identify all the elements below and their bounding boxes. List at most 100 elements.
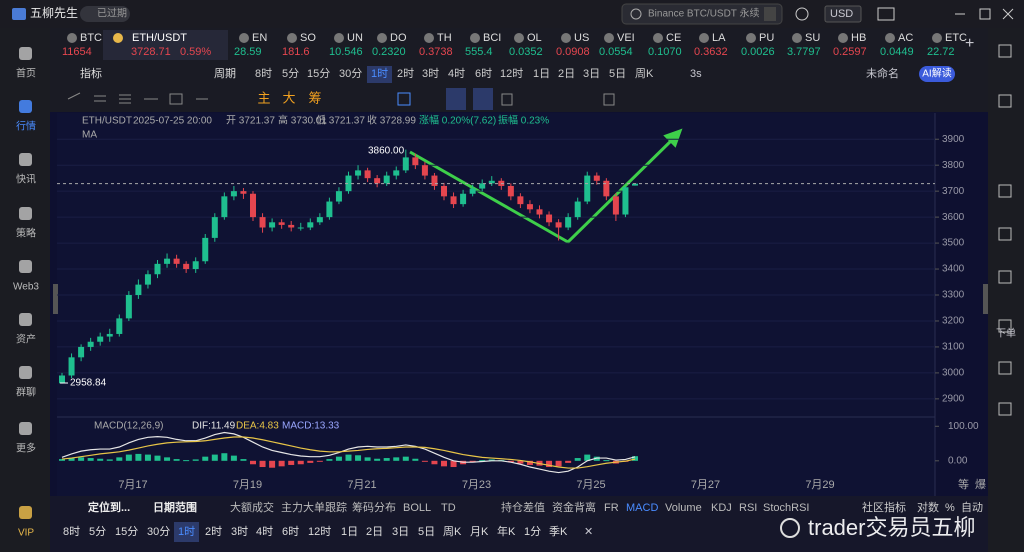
period-option[interactable]: 1时 bbox=[178, 525, 195, 538]
period-option[interactable]: 6时 bbox=[282, 525, 299, 538]
ticker-symbol[interactable]: DO bbox=[390, 32, 407, 44]
interval-option[interactable]: 周K bbox=[635, 67, 654, 80]
locate-button[interactable]: 定位到... bbox=[88, 500, 130, 514]
ticker-symbol[interactable]: EN bbox=[252, 32, 267, 44]
interval-option[interactable]: 2日 bbox=[558, 68, 575, 80]
ticker-symbol[interactable]: AC bbox=[898, 32, 913, 44]
draw-tool[interactable]: 筹 bbox=[308, 90, 321, 105]
indicator-option[interactable]: TD bbox=[441, 502, 456, 514]
ticker-price[interactable]: 0.2597 bbox=[833, 46, 867, 58]
ticker-price[interactable]: 10.546 bbox=[329, 46, 363, 58]
sidebar-item[interactable]: Web3 bbox=[13, 282, 39, 293]
sidebar-item[interactable]: 首页 bbox=[16, 67, 36, 80]
ticker-price[interactable]: 0.3738 bbox=[419, 46, 453, 58]
currency-select[interactable] bbox=[824, 5, 862, 23]
period-option[interactable]: 5分 bbox=[89, 525, 106, 538]
refresh-rate[interactable]: 3s bbox=[690, 68, 702, 80]
indicator-option[interactable]: KDJ bbox=[711, 502, 732, 514]
ticker-symbol[interactable]: LA bbox=[712, 32, 726, 44]
period-option[interactable]: 年K bbox=[497, 524, 516, 538]
ticker-price[interactable]: 555.4 bbox=[465, 46, 493, 58]
sidebar-item[interactable]: 行情 bbox=[16, 120, 36, 133]
interval-option[interactable]: 4时 bbox=[448, 67, 465, 80]
indicator-option[interactable]: Volume bbox=[665, 502, 702, 514]
sidebar-item[interactable]: 更多 bbox=[16, 442, 36, 455]
interval-option[interactable]: 12时 bbox=[500, 67, 523, 80]
interval-option[interactable]: 2时 bbox=[397, 67, 414, 80]
search-clear[interactable] bbox=[764, 7, 776, 21]
ticker-price[interactable]: 181.6 bbox=[282, 46, 310, 58]
search-box[interactable] bbox=[621, 3, 783, 25]
ticker-symbol[interactable]: SU bbox=[805, 32, 820, 44]
indicator-option[interactable]: BOLL bbox=[403, 502, 431, 514]
ticker-price[interactable]: 0.0449 bbox=[880, 46, 914, 58]
indicator-option[interactable]: 资金背离 bbox=[552, 500, 596, 514]
ticker-price[interactable]: 0.0026 bbox=[741, 46, 775, 58]
ticker-price[interactable]: 3728.71 bbox=[131, 46, 171, 58]
ticker-price[interactable]: 0.1070 bbox=[648, 46, 682, 58]
period-option[interactable]: 1分 bbox=[524, 525, 541, 538]
ticker-symbol[interactable]: TH bbox=[437, 32, 452, 44]
layout-name[interactable]: 未命名 bbox=[866, 66, 899, 80]
currency[interactable]: USD bbox=[830, 8, 853, 20]
add-tab[interactable]: + bbox=[965, 35, 974, 52]
period-option[interactable]: 2时 bbox=[205, 525, 222, 538]
right-sidebar-icon[interactable] bbox=[998, 361, 1012, 375]
ai-button[interactable] bbox=[919, 66, 955, 82]
indicator-setting[interactable]: 自动 bbox=[961, 501, 983, 514]
sidebar-item[interactable]: VIP bbox=[18, 528, 34, 539]
indicator-option[interactable]: 大额成交 bbox=[230, 500, 274, 514]
interval-option[interactable]: 1时 bbox=[371, 67, 388, 80]
indicator-setting[interactable]: % bbox=[945, 502, 955, 514]
ticker-price[interactable]: 3.7797 bbox=[787, 46, 821, 58]
period-option[interactable]: 季K bbox=[549, 525, 568, 538]
sidebar-item[interactable]: 快讯 bbox=[16, 174, 36, 186]
range-button[interactable]: 日期范围 bbox=[153, 500, 197, 514]
ticker-symbol[interactable]: OL bbox=[527, 32, 542, 44]
draw-tool[interactable]: 主 bbox=[257, 90, 270, 105]
indicator-option[interactable]: 主力大单跟踪 bbox=[281, 500, 347, 514]
right-sidebar-icon[interactable] bbox=[998, 44, 1012, 58]
indicator-setting[interactable]: 对数 bbox=[917, 500, 939, 514]
draw-tool[interactable]: 大 bbox=[282, 90, 295, 105]
ticker-symbol[interactable]: UN bbox=[347, 32, 363, 44]
indicator-option[interactable]: RSI bbox=[739, 502, 757, 514]
period-option[interactable]: 3时 bbox=[231, 525, 248, 538]
period-option[interactable]: 月K bbox=[470, 526, 489, 538]
collapse-handle[interactable] bbox=[983, 284, 988, 314]
interval-option[interactable]: 5日 bbox=[609, 68, 626, 80]
ticker-symbol[interactable]: VEI bbox=[617, 32, 635, 44]
interval-option[interactable]: 1日 bbox=[533, 68, 550, 80]
ticker-symbol[interactable]: ETH/USDT bbox=[132, 32, 187, 44]
ticker-symbol[interactable]: CE bbox=[666, 32, 681, 44]
close-icon[interactable]: ✕ bbox=[584, 526, 593, 538]
ticker-symbol[interactable]: BTC bbox=[80, 32, 102, 44]
indicator-option[interactable]: StochRSI bbox=[763, 502, 809, 514]
indicator-option[interactable]: 筹码分布 bbox=[352, 500, 396, 514]
period-option[interactable]: 3日 bbox=[392, 526, 409, 538]
period-option[interactable]: 5日 bbox=[418, 526, 435, 538]
interval-option[interactable]: 6时 bbox=[475, 67, 492, 80]
ticker-price[interactable]: 0.0908 bbox=[556, 46, 590, 58]
period-option[interactable]: 周K bbox=[443, 525, 462, 538]
ticker-price[interactable]: 0.2320 bbox=[372, 46, 406, 58]
mail-icon[interactable] bbox=[877, 7, 895, 21]
interval-option[interactable]: 30分 bbox=[339, 67, 362, 80]
right-sidebar-icon[interactable] bbox=[998, 184, 1012, 198]
active-ticker-tab[interactable] bbox=[103, 30, 228, 60]
indicator-option[interactable]: 持仓差值 bbox=[501, 500, 545, 514]
period-option[interactable]: 2日 bbox=[366, 526, 383, 538]
indicator-option[interactable]: FR bbox=[604, 502, 619, 514]
bell-icon[interactable] bbox=[795, 7, 809, 21]
interval-option[interactable]: 3时 bbox=[422, 67, 439, 80]
ticker-symbol[interactable]: ETC bbox=[945, 32, 967, 44]
period-option[interactable]: 30分 bbox=[147, 525, 170, 538]
ticker-symbol[interactable]: BCI bbox=[483, 32, 501, 44]
ticker-price[interactable]: 0.0352 bbox=[509, 46, 543, 58]
sidebar-item[interactable]: 群聊 bbox=[16, 386, 36, 399]
right-sidebar-icon[interactable] bbox=[998, 402, 1012, 416]
ticker-change[interactable]: 0.59% bbox=[180, 46, 211, 58]
ai-label[interactable]: AI解读 bbox=[922, 67, 951, 80]
right-sidebar-icon[interactable] bbox=[998, 319, 1012, 333]
ticker-symbol[interactable]: PU bbox=[759, 32, 774, 44]
